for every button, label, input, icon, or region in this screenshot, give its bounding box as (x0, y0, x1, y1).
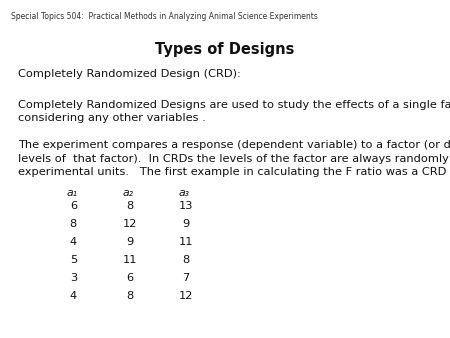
Text: a₃: a₃ (179, 188, 190, 198)
Text: 4: 4 (70, 237, 77, 247)
Text: 12: 12 (179, 291, 193, 301)
Text: 8: 8 (70, 219, 77, 229)
Text: 4: 4 (70, 291, 77, 301)
Text: 11: 11 (122, 255, 137, 265)
Text: 3: 3 (70, 273, 77, 283)
Text: The experiment compares a response (dependent variable) to a factor (or differen: The experiment compares a response (depe… (18, 140, 450, 177)
Text: 8: 8 (126, 291, 133, 301)
Text: 8: 8 (182, 255, 189, 265)
Text: 12: 12 (122, 219, 137, 229)
Text: 8: 8 (126, 201, 133, 211)
Text: 13: 13 (179, 201, 193, 211)
Text: Completely Randomized Designs are used to study the effects of a single factor w: Completely Randomized Designs are used t… (18, 100, 450, 123)
Text: 9: 9 (126, 237, 133, 247)
Text: 9: 9 (182, 219, 189, 229)
Text: 5: 5 (70, 255, 77, 265)
Text: 6: 6 (70, 201, 77, 211)
Text: Completely Randomized Design (CRD):: Completely Randomized Design (CRD): (18, 69, 241, 79)
Text: 11: 11 (179, 237, 193, 247)
Text: 7: 7 (182, 273, 189, 283)
Text: Types of Designs: Types of Designs (155, 42, 295, 57)
Text: Special Topics 504:  Practical Methods in Analyzing Animal Science Experiments: Special Topics 504: Practical Methods in… (11, 12, 318, 21)
Text: 6: 6 (126, 273, 133, 283)
Text: a₂: a₂ (123, 188, 134, 198)
Text: a₁: a₁ (67, 188, 77, 198)
